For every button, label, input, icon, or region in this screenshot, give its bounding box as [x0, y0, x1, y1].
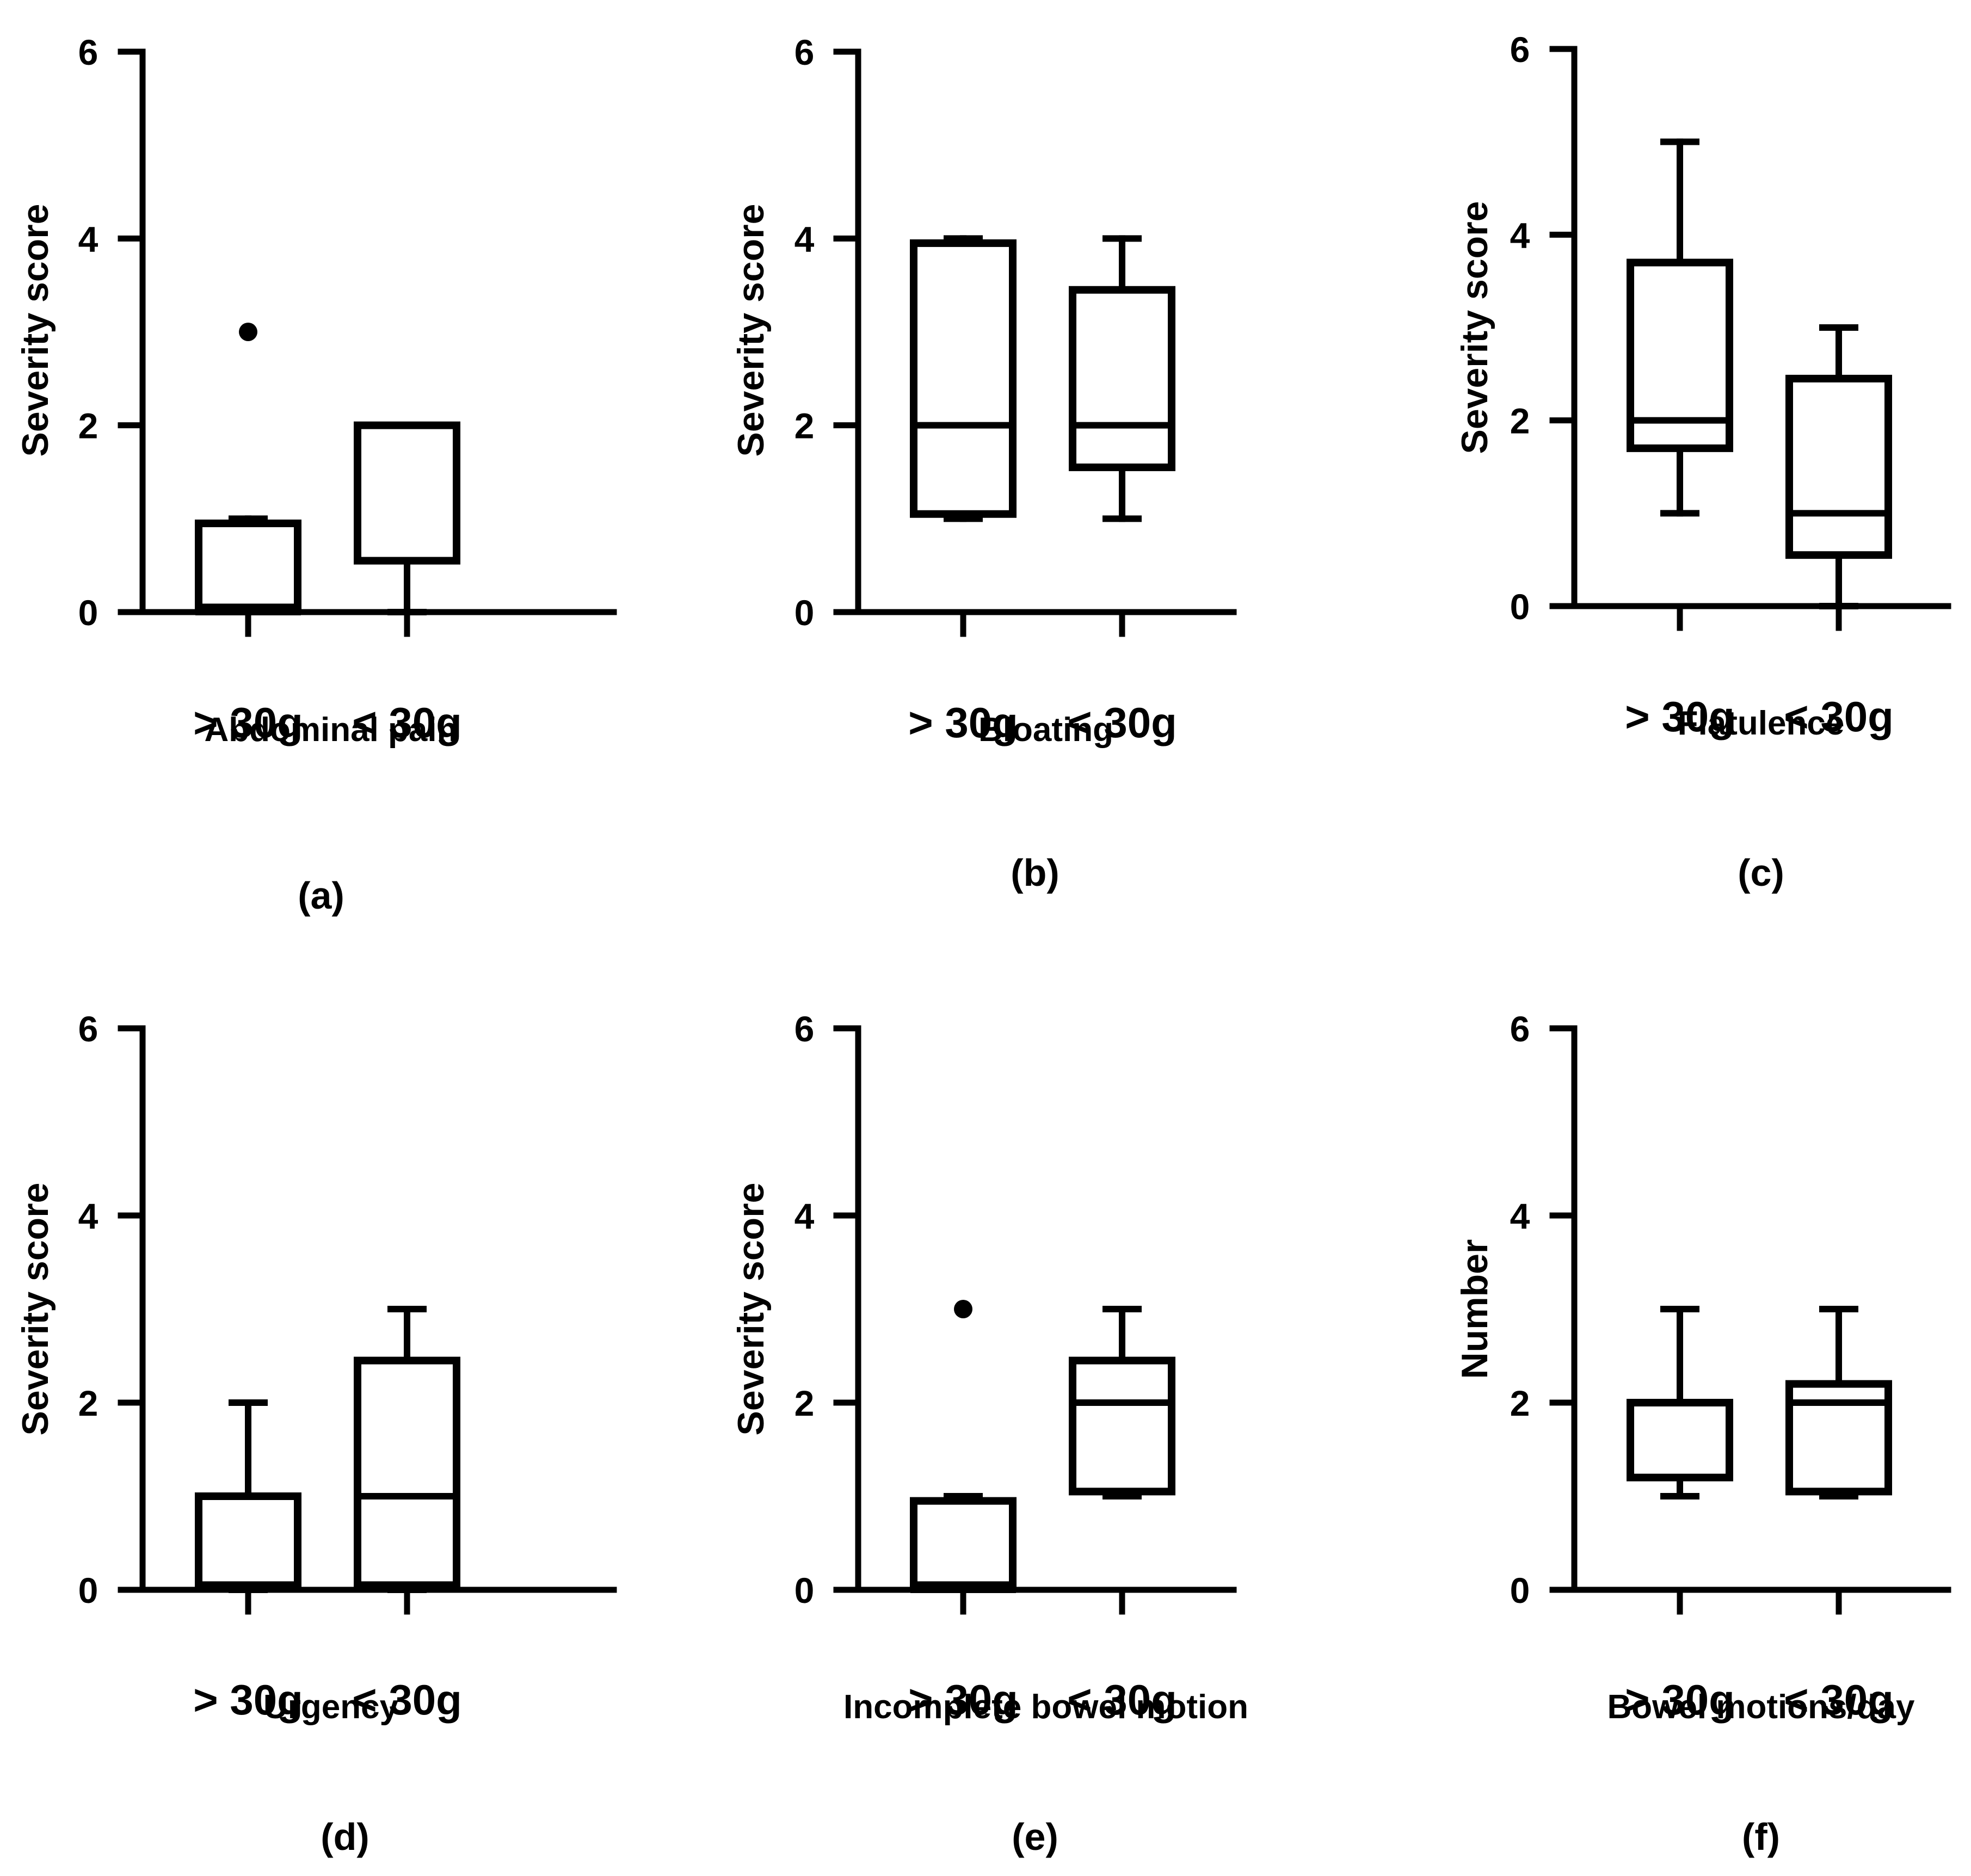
panel-label: (c): [1738, 851, 1784, 894]
x-category-label: < 30g: [1784, 693, 1894, 740]
x-category-label: < 30g: [1067, 699, 1177, 746]
box-iqr: [910, 1497, 1017, 1589]
y-tick-label: 2: [794, 1383, 815, 1423]
x-axis-title: Incomplete bowel motion: [843, 1688, 1248, 1726]
box-iqr: [195, 519, 301, 612]
y-axis-title: Severity score: [730, 1183, 772, 1436]
panel-label: (a): [298, 874, 344, 917]
y-axis-title: Severity score: [15, 1183, 56, 1436]
y-axis-title: Severity score: [15, 204, 56, 457]
x-axis-title: Bloating: [978, 711, 1113, 749]
y-axis-title: Severity score: [730, 204, 772, 457]
x-axis-title: Flatulence: [1678, 705, 1845, 742]
box-iqr: [354, 421, 460, 565]
y-tick-label: 6: [1510, 1009, 1530, 1049]
y-tick-label: 4: [794, 1196, 815, 1236]
y-tick-label: 2: [1510, 1383, 1530, 1423]
y-tick-label: 2: [794, 406, 815, 446]
box-iqr: [1069, 286, 1175, 471]
y-tick-label: 6: [794, 1009, 815, 1049]
x-category-label: > 30g: [1625, 1676, 1735, 1724]
box-iqr: [1785, 374, 1892, 559]
box-iqr: [195, 1492, 301, 1589]
y-tick-label: 2: [78, 406, 98, 446]
y-tick-label: 6: [794, 32, 815, 72]
y-tick-label: 0: [794, 1570, 815, 1610]
y-tick-label: 4: [794, 219, 815, 259]
y-tick-label: 0: [1510, 587, 1530, 627]
x-category-label: > 30g: [193, 1676, 303, 1724]
x-category-label: < 30g: [352, 699, 462, 746]
x-axis-title: Urgency: [263, 1688, 399, 1726]
panel-label: (d): [321, 1816, 369, 1858]
y-tick-label: 0: [78, 593, 98, 633]
y-tick-label: 6: [78, 1009, 98, 1049]
x-axis-title: Abdominal pain: [205, 711, 458, 749]
x-category-label: < 30g: [352, 1676, 462, 1724]
x-category-label: > 30g: [908, 1676, 1018, 1724]
y-axis-title: Severity score: [1454, 201, 1495, 454]
y-tick-label: 4: [1510, 1196, 1530, 1236]
x-category-label: < 30g: [1067, 1676, 1177, 1724]
y-tick-label: 0: [1510, 1570, 1530, 1610]
box-iqr: [1627, 258, 1733, 452]
outlier-point: [239, 323, 257, 341]
y-tick-label: 0: [794, 593, 815, 633]
x-category-label: > 30g: [193, 699, 303, 746]
x-category-label: > 30g: [1625, 693, 1735, 740]
box-iqr: [1785, 1380, 1892, 1496]
y-tick-label: 2: [1510, 401, 1530, 441]
outlier-point: [954, 1300, 972, 1318]
box-iqr: [1627, 1399, 1733, 1482]
y-tick-label: 6: [1510, 29, 1530, 70]
panel-label: (f): [1742, 1816, 1780, 1858]
y-tick-label: 4: [1510, 215, 1530, 255]
box-iqr: [354, 1356, 460, 1589]
y-axis-title: Number: [1454, 1239, 1495, 1379]
y-tick-label: 4: [78, 1196, 98, 1236]
x-category-label: > 30g: [908, 699, 1018, 746]
y-tick-label: 4: [78, 219, 98, 259]
y-tick-label: 6: [78, 32, 98, 72]
box-iqr: [910, 239, 1017, 518]
x-axis-title: Bowel motions/day: [1607, 1688, 1915, 1726]
y-tick-label: 2: [78, 1383, 98, 1423]
y-tick-label: 0: [78, 1570, 98, 1610]
panel-label: (b): [1011, 851, 1059, 894]
box-iqr: [1069, 1356, 1175, 1496]
panel-label: (e): [1012, 1816, 1058, 1858]
x-category-label: < 30g: [1784, 1676, 1894, 1724]
